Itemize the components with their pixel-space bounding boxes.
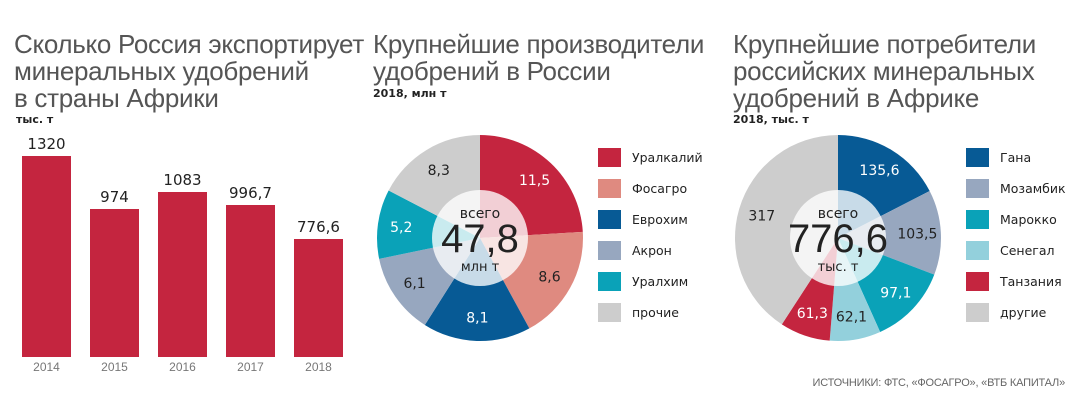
bar-2015 — [90, 209, 139, 357]
legend-item: Уралкалий — [598, 142, 703, 173]
legend-label: Гана — [1000, 150, 1032, 165]
source-note: ИСТОЧНИКИ: ФТС, «ФОСАГРО», «ВТБ КАПИТАЛ» — [812, 377, 1066, 389]
center-total-caption: всего — [460, 206, 500, 222]
consumers-chart-title: Крупнейшие потребители российских минера… — [733, 31, 1036, 112]
producers-chart-title-line-2: удобрений в России — [373, 56, 611, 86]
bar-value-label: 1320 — [27, 135, 66, 153]
producers-legend: Уралкалий Фосагро Еврохим Акрон Уралхим прочи… — [598, 142, 703, 328]
legend-swatch — [598, 179, 621, 198]
legend-item: Сенегал — [966, 235, 1066, 266]
slice-value-label: 8,6 — [538, 270, 560, 286]
pie-center-disc — [432, 190, 528, 286]
legend-swatch — [966, 272, 989, 291]
bar-2014 — [22, 156, 71, 357]
legend-swatch — [598, 303, 621, 322]
bar-value-label: 776,6 — [297, 218, 340, 236]
bar-value-label: 996,7 — [229, 184, 272, 202]
legend-swatch — [598, 241, 621, 260]
slice-value-label: 97,1 — [880, 286, 911, 302]
producers-chart-subtitle: 2018, млн т — [373, 87, 447, 100]
center-total-caption: всего — [818, 206, 858, 222]
legend-label: Фосагро — [632, 181, 688, 196]
legend-item: Фосагро — [598, 173, 703, 204]
slice-value-label: 8,3 — [428, 163, 450, 179]
slice-value-label: 11,5 — [519, 173, 550, 189]
consumers-chart-title-line-3: удобрений в Африке — [733, 83, 979, 113]
legend-item: Гана — [966, 142, 1066, 173]
legend-label: прочие — [632, 305, 679, 320]
legend-label: Марокко — [1000, 212, 1057, 227]
slice-value-label: 61,3 — [797, 306, 828, 322]
slice-value-label: 6,1 — [403, 276, 425, 292]
legend-item: прочие — [598, 297, 703, 328]
legend-label: Сенегал — [1000, 243, 1055, 258]
slice-value-label: 8,1 — [466, 310, 488, 326]
legend-item: Марокко — [966, 204, 1066, 235]
pie-center-disc — [790, 190, 886, 286]
legend-label: Акрон — [632, 243, 672, 258]
bar-chart-title-line-1: Сколько Россия экспортирует — [14, 29, 364, 59]
consumers-pie-chart: 135,6 103,5 97,1 62,1 61,3 317 всего776,6тыс. … — [735, 135, 941, 341]
x-axis-label: 2018 — [305, 360, 332, 374]
legend-label: Танзания — [1000, 274, 1062, 289]
consumers-chart-title-line-2: российских минеральных — [733, 56, 1035, 86]
legend-item: Акрон — [598, 235, 703, 266]
legend-swatch — [598, 148, 621, 167]
pie-slice-producer — [424, 238, 530, 341]
legend-swatch — [598, 272, 621, 291]
slice-value-label: 135,6 — [859, 163, 899, 179]
slice-value-label: 317 — [748, 208, 775, 224]
bar-chart-title-line-2: минеральных удобрений — [14, 56, 309, 86]
x-axis-label: 2014 — [33, 360, 60, 374]
legend-item: Еврохим — [598, 204, 703, 235]
consumers-chart-title-line-1: Крупнейшие потребители — [733, 29, 1037, 59]
bar-2016 — [158, 192, 207, 357]
pie-slice-country — [838, 191, 941, 275]
slice-value-label: 5,2 — [390, 220, 412, 236]
bar-value-label: 974 — [100, 188, 129, 206]
legend-swatch — [966, 303, 989, 322]
legend-label: Уралхим — [632, 274, 689, 289]
legend-swatch — [966, 241, 989, 260]
legend-swatch — [598, 210, 621, 229]
legend-swatch — [966, 179, 989, 198]
legend-item: другие — [966, 297, 1066, 328]
slice-value-label: 62,1 — [836, 309, 867, 325]
legend-label: Еврохим — [632, 212, 688, 227]
x-axis-label: 2015 — [101, 360, 128, 374]
bar-2018 — [294, 239, 343, 357]
legend-label: Уралкалий — [632, 150, 703, 165]
bar-value-label: 1083 — [163, 171, 202, 189]
legend-item: Танзания — [966, 266, 1066, 297]
producers-chart-title-line-1: Крупнейшие производители — [373, 29, 705, 59]
legend-swatch — [966, 210, 989, 229]
center-total-unit: млн т — [461, 260, 500, 275]
slice-value-label: 103,5 — [897, 227, 937, 243]
bar-chart-unit: тыс. т — [16, 113, 54, 126]
bar-chart-title-line-3: в страны Африки — [14, 83, 219, 113]
legend-label: другие — [1000, 305, 1047, 320]
bar-chart-title: Сколько Россия экспортирует минеральных … — [14, 31, 364, 112]
center-total-value: 776,6 — [788, 217, 888, 261]
legend-swatch — [966, 148, 989, 167]
bar-2017 — [226, 205, 275, 357]
center-total-unit: тыс. т — [818, 260, 859, 275]
legend-label: Мозамбик — [1000, 181, 1066, 196]
producers-chart-title: Крупнейшие производители удобрений в Рос… — [373, 31, 704, 85]
consumers-chart-subtitle: 2018, тыс. т — [733, 113, 809, 126]
x-axis-label: 2017 — [237, 360, 264, 374]
legend-item: Уралхим — [598, 266, 703, 297]
center-total-value: 47,8 — [441, 217, 519, 261]
legend-item: Мозамбик — [966, 173, 1066, 204]
x-axis-label: 2016 — [169, 360, 196, 374]
consumers-legend: Гана Мозамбик Марокко Сенегал Танзания другие — [966, 142, 1066, 328]
